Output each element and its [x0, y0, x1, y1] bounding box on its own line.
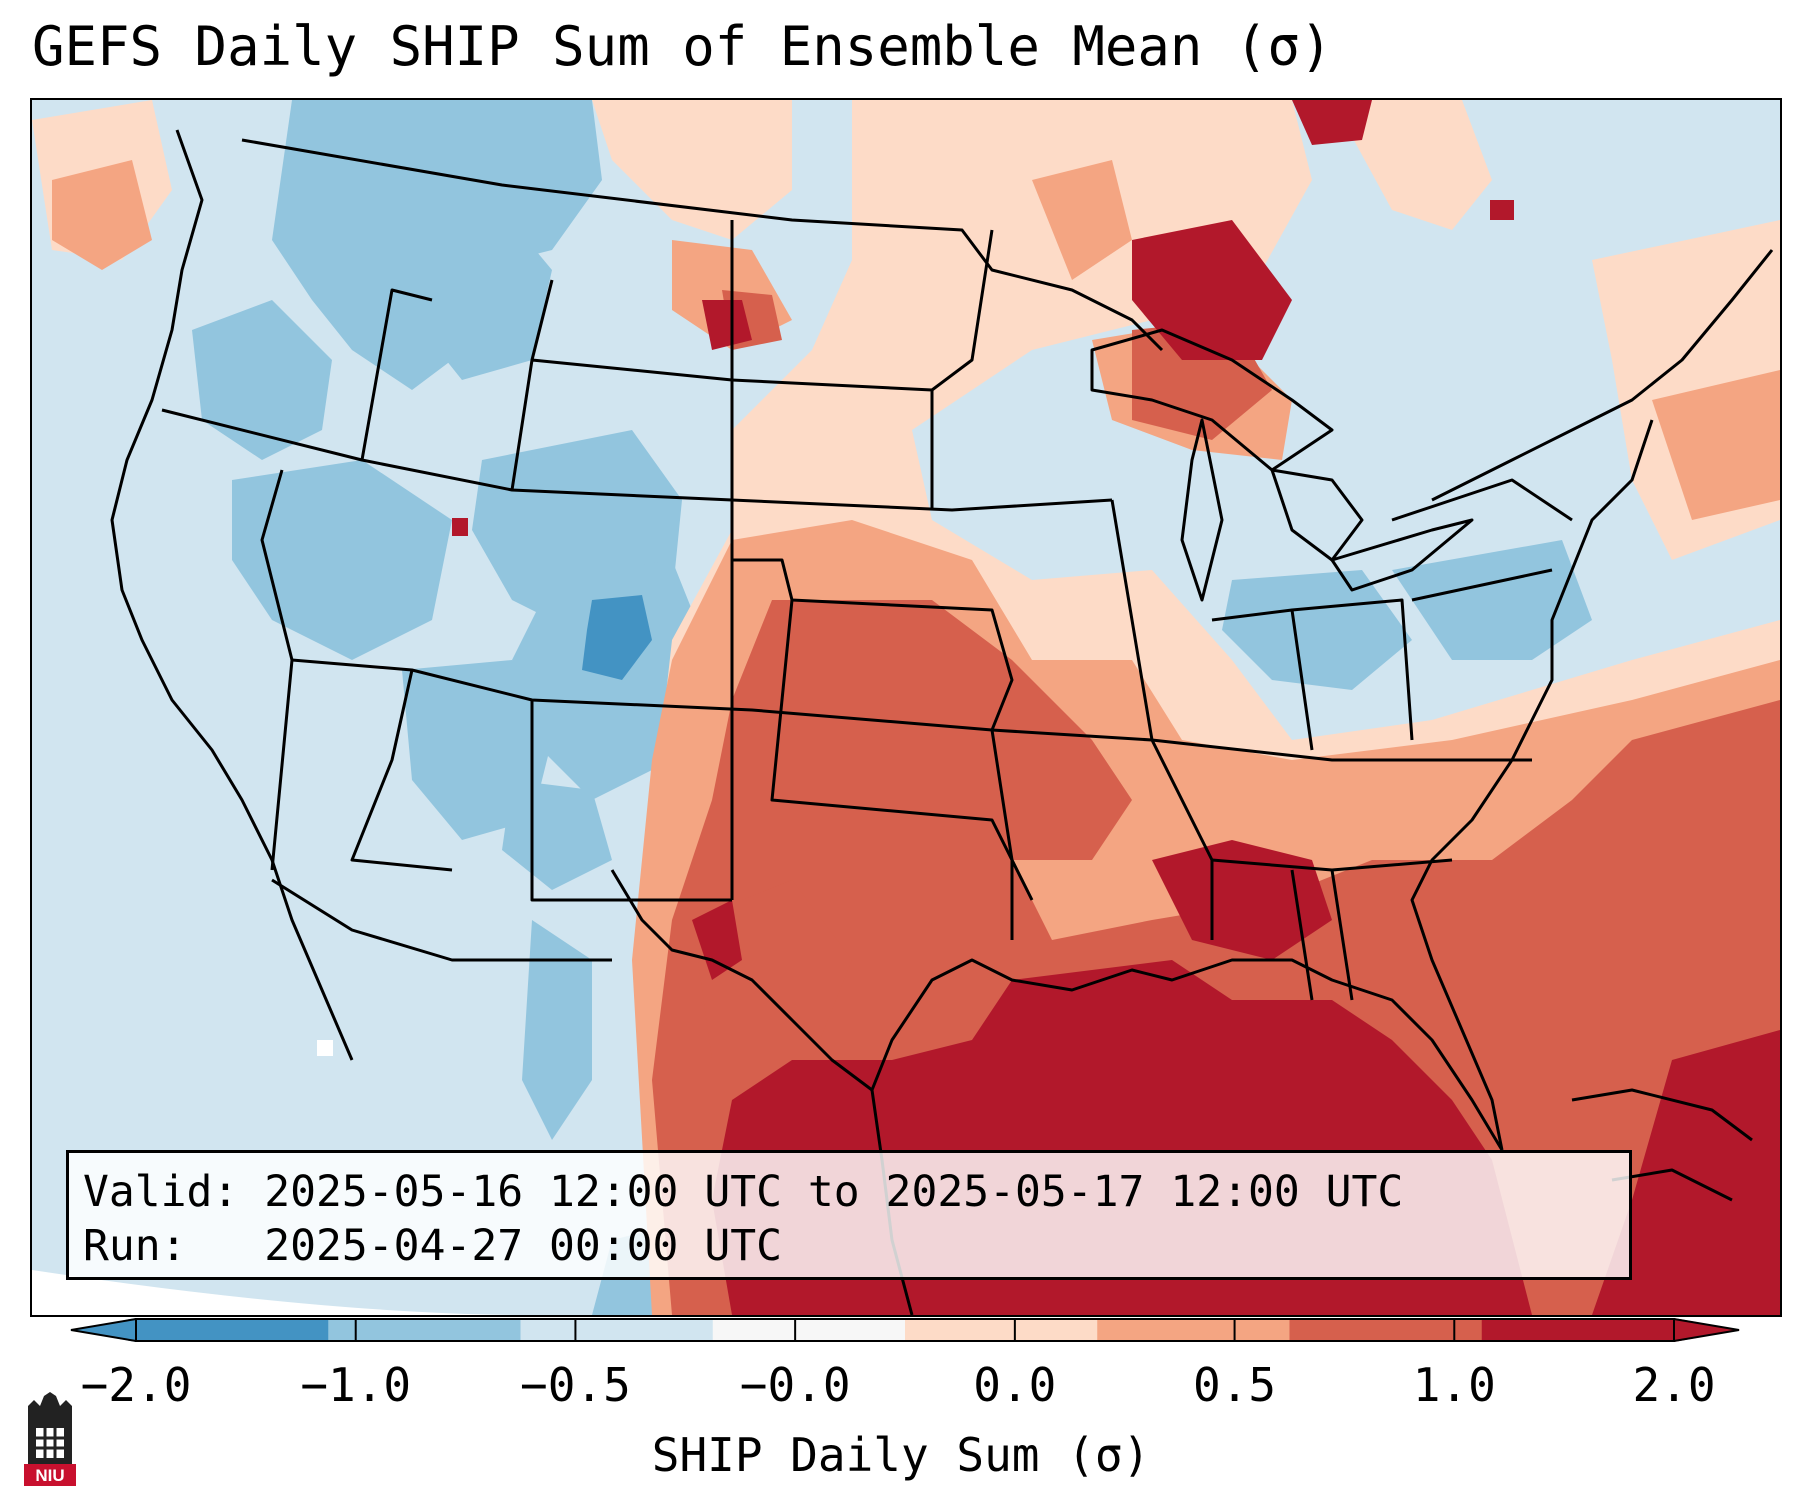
colorbar-segment: [905, 1318, 1098, 1342]
niu-logo: NIU: [24, 1392, 76, 1486]
valid-run-box: Valid: 2025-05-16 12:00 UTC to 2025-05-1…: [66, 1150, 1632, 1280]
logo-text: NIU: [35, 1466, 64, 1485]
missing-cell: [317, 1040, 333, 1056]
run-value: 2025-04-27 00:00 UTC: [264, 1221, 782, 1271]
colorbar-tick-label: 0.0: [973, 1358, 1057, 1412]
colorbar-segment: [1097, 1318, 1290, 1342]
colorbar-tick-label: −1.0: [300, 1358, 412, 1412]
colorbar-tick-label: −0.0: [739, 1358, 851, 1412]
anomaly-map: [32, 100, 1780, 1315]
colorbar-segment: [1289, 1318, 1483, 1342]
colorbar-tick-label: 0.5: [1193, 1358, 1277, 1412]
domain-edge: [32, 1270, 532, 1315]
valid-value: 2025-05-16 12:00 UTC to 2025-05-17 12:00…: [264, 1167, 1404, 1217]
map-panel: [30, 98, 1782, 1317]
boundaries: [110, 129, 1774, 1315]
colorbar-tick-label: 1.0: [1412, 1358, 1496, 1412]
colorbar: [70, 1318, 1740, 1342]
run-label: Run:: [83, 1221, 187, 1271]
colorbar-segment: [136, 1318, 329, 1342]
colorbar-segment: [1481, 1318, 1675, 1342]
colorbar-label: SHIP Daily Sum (σ): [651, 1428, 1151, 1482]
colorbar-extend-high: [1674, 1318, 1740, 1342]
valid-label: Valid:: [83, 1167, 239, 1217]
colorbar-tick-label: −0.5: [520, 1358, 631, 1412]
colorbar-extend-low: [70, 1318, 136, 1342]
chart-title: GEFS Daily SHIP Sum of Ensemble Mean (σ): [32, 15, 1333, 78]
colorbar-segment: [712, 1318, 906, 1342]
colorbar-tick-label: 2.0: [1632, 1358, 1716, 1412]
strong-negative-patch: [582, 595, 652, 680]
colorbar-segment: [328, 1318, 521, 1342]
colorbar-segment: [520, 1318, 714, 1342]
colorbar-tick-label: −2.0: [80, 1358, 192, 1412]
